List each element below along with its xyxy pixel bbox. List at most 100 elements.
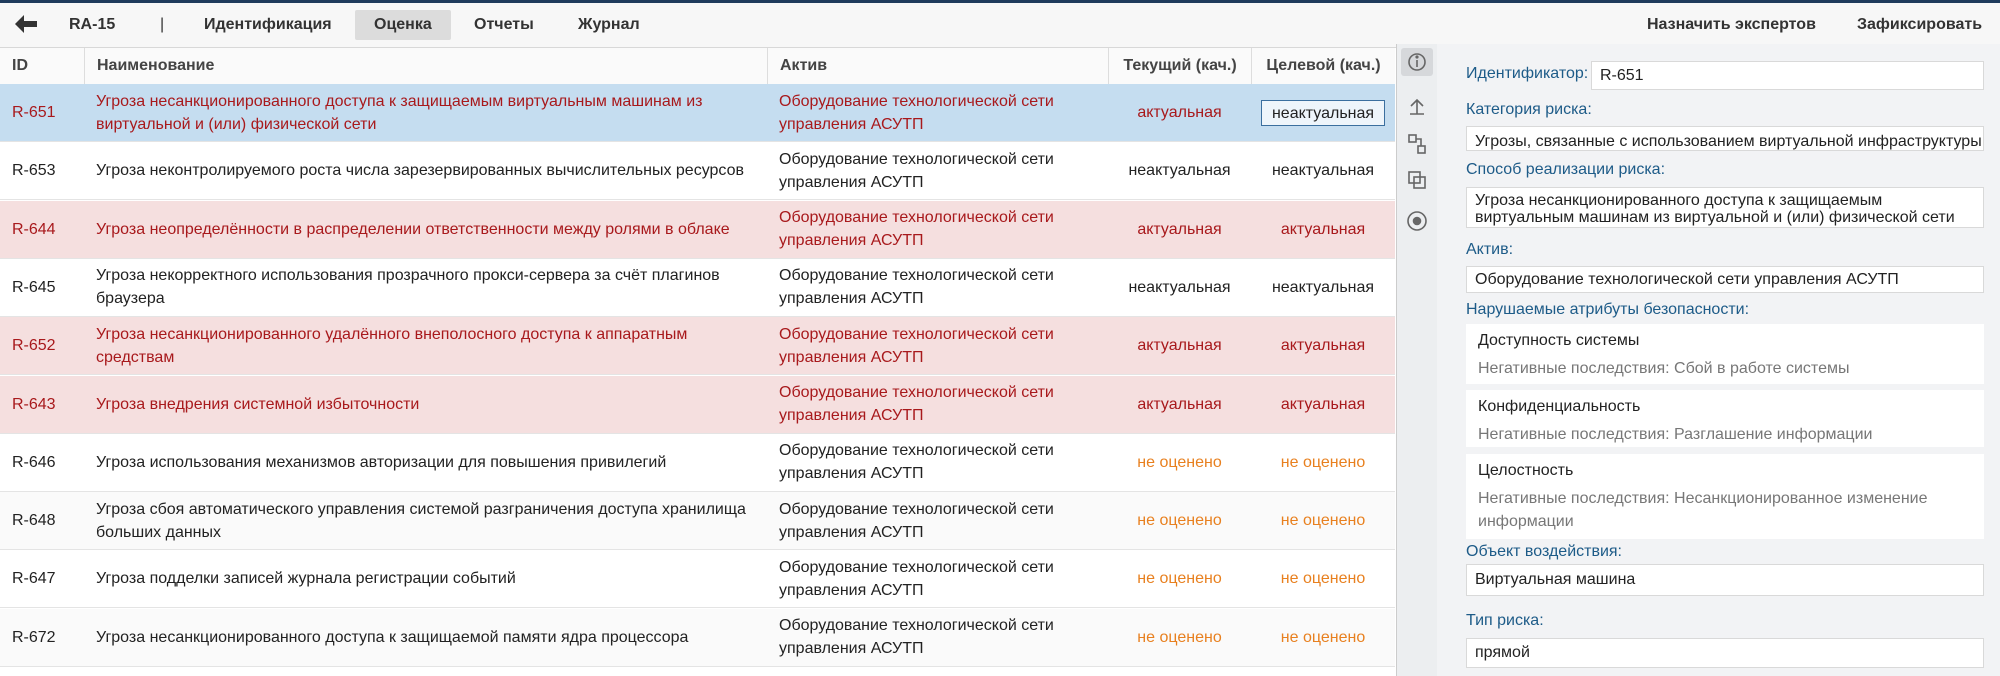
table-cell: R-648 (0, 492, 84, 549)
cell-text: R-672 (12, 628, 56, 646)
attribute-consequence: Негативные последствия: Разглашение инфо… (1478, 426, 1873, 443)
table-cell: Оборудование технологической сети управл… (767, 376, 1108, 433)
field-input[interactable]: прямой (1466, 638, 1984, 668)
cell-text: актуальная (1280, 220, 1366, 238)
cell-text: Оборудование технологической сети управл… (779, 500, 1054, 541)
attribute-card: Конфиденциальность Негативные последствия… (1466, 390, 1984, 447)
table-cell: неактуальная (1108, 142, 1251, 199)
record-id: RA-15 (69, 16, 116, 33)
table-row[interactable]: R-648 Угроза сбоя автоматического управле… (0, 492, 1395, 551)
table-cell: R-651 (0, 84, 84, 141)
table-cell: актуальная (1251, 317, 1395, 374)
table-cell: Угроза внедрения системной избыточности (84, 376, 767, 433)
tab[interactable]: Оценка (355, 10, 451, 40)
table-cell: актуальная (1108, 376, 1251, 433)
cell-text: Оборудование технологической сети управл… (779, 209, 1054, 250)
table-cell: R-652 (0, 317, 84, 374)
cell-text: не оценено (1137, 453, 1222, 471)
cell-text: Оборудование технологической сети управл… (779, 325, 1054, 366)
attribute-consequence: Негативные последствия: Сбой в работе си… (1478, 360, 1850, 377)
table-cell: актуальная (1251, 376, 1395, 433)
table-cell: Угроза несанкционированного доступа к за… (84, 609, 767, 666)
field-input[interactable]: Угроза несанкционированного доступа к за… (1466, 187, 1984, 228)
table-cell: R-645 (0, 259, 84, 316)
field-input[interactable]: Оборудование технологической сети управл… (1466, 266, 1984, 293)
table-header: ID Наименование Актив Текущий (кач.) Целевой… (0, 48, 1395, 85)
cell-text: R-651 (12, 104, 56, 121)
table-row[interactable]: R-653 Угроза неконтролируемого роста числ… (0, 142, 1395, 201)
table-cell: Оборудование технологической сети управл… (767, 492, 1108, 549)
cell-text: актуальная (1137, 337, 1222, 355)
column-header[interactable]: Текущий (кач.) (1108, 48, 1251, 84)
table-cell: актуальная (1251, 201, 1395, 258)
tab[interactable]: Отчеты (474, 16, 534, 33)
table-row[interactable]: R-672 Угроза несанкционированного доступа… (0, 608, 1395, 667)
action-button[interactable]: Назначить экспертов (1647, 16, 1816, 33)
tab[interactable]: Журнал (578, 16, 640, 33)
table-row[interactable]: R-647 Угроза подделки записей журнала рег… (0, 550, 1395, 609)
tab[interactable]: Идентификация (204, 16, 332, 33)
table-cell: актуальная (1108, 84, 1251, 141)
cell-text: не оценено (1137, 570, 1222, 588)
separator: | (160, 16, 165, 33)
cell-text: актуальная (1137, 220, 1222, 238)
table-row[interactable]: R-652 Угроза несанкционированного удалённ… (0, 317, 1395, 376)
cell-text: Угроза подделки записей журнала регистра… (96, 570, 516, 588)
field-label: Актив: (1466, 241, 1514, 258)
cell-text: Угроза внедрения системной избыточности (96, 395, 420, 413)
cell-text: Угроза сбоя автоматического управления с… (96, 500, 746, 541)
table-row[interactable]: R-644 Угроза неопределённости в распредел… (0, 200, 1395, 259)
cell-text: актуальная (1137, 395, 1222, 413)
link-icon[interactable] (1408, 134, 1417, 143)
table-cell: Оборудование технологической сети управл… (767, 317, 1108, 374)
cell-text: Угроза неконтролируемого роста числа зар… (96, 162, 744, 180)
table-cell: Угроза несанкционированного доступа к за… (84, 84, 767, 141)
column-header[interactable]: Актив (767, 48, 1108, 84)
table-cell: R-646 (0, 434, 84, 491)
cell-text: неактуальная (1128, 162, 1231, 180)
back-button[interactable] (14, 14, 38, 34)
column-header[interactable]: Целевой (кач.) (1251, 48, 1395, 84)
merge-icon[interactable] (1410, 98, 1424, 115)
table-body: R-651 Угроза несанкционированного доступа… (0, 84, 1395, 676)
table-cell: Оборудование технологической сети управл… (767, 84, 1108, 141)
cell-editor[interactable]: неактуальная (1260, 99, 1386, 126)
field-input[interactable]: R-651 (1591, 61, 1984, 90)
cell-text: Угроза использования механизмов авториза… (96, 453, 667, 471)
side-icons (1401, 48, 1433, 231)
cell-text: не оценено (1280, 453, 1366, 471)
cell-text: актуальная (1280, 395, 1366, 413)
target-icon[interactable] (1407, 211, 1427, 231)
cell-text: неактуальная (1271, 162, 1375, 180)
cell-text: R-645 (12, 278, 56, 296)
table-cell: Угроза использования механизмов авториза… (84, 434, 767, 491)
attribute-name: Конфиденциальность (1478, 398, 1641, 415)
table-row[interactable]: R-651 Угроза несанкционированного доступа… (0, 84, 1395, 142)
attribute-card: Доступность системы Негативные последстви… (1466, 324, 1984, 384)
table-cell: не оценено (1108, 550, 1251, 607)
table-row[interactable]: R-645 Угроза некорректного использования … (0, 258, 1395, 317)
info-icon[interactable] (1408, 53, 1426, 71)
table-cell: неактуальная (1251, 84, 1395, 141)
column-header[interactable]: ID (12, 57, 28, 74)
cell-text: R-644 (12, 220, 56, 238)
table-row[interactable]: R-643 Угроза внедрения системной избыточн… (0, 375, 1395, 434)
table-cell: R-647 (0, 550, 84, 607)
table-cell: Оборудование технологической сети управл… (767, 259, 1108, 316)
table-cell: Оборудование технологической сети управл… (767, 201, 1108, 258)
field-input[interactable]: Угрозы, связанные с использованием вирту… (1466, 126, 1984, 151)
field-input[interactable]: Виртуальная машина (1466, 564, 1984, 596)
cell-text: Оборудование технологической сети управл… (779, 150, 1054, 191)
table-row[interactable]: R-646 Угроза использования механизмов авт… (0, 433, 1395, 492)
cell-text: R-648 (12, 512, 56, 530)
cell-text: актуальная (1137, 104, 1222, 121)
cell-text: не оценено (1280, 512, 1366, 530)
table-cell: Оборудование технологической сети управл… (767, 434, 1108, 491)
cell-text: не оценено (1137, 512, 1222, 530)
cell-text: Оборудование технологической сети управл… (779, 617, 1054, 658)
column-header[interactable]: Наименование (84, 48, 767, 84)
table-cell: неактуальная (1251, 259, 1395, 316)
action-button[interactable]: Зафиксировать (1857, 16, 1983, 33)
cell-text: Оборудование технологической сети управл… (779, 384, 1054, 424)
